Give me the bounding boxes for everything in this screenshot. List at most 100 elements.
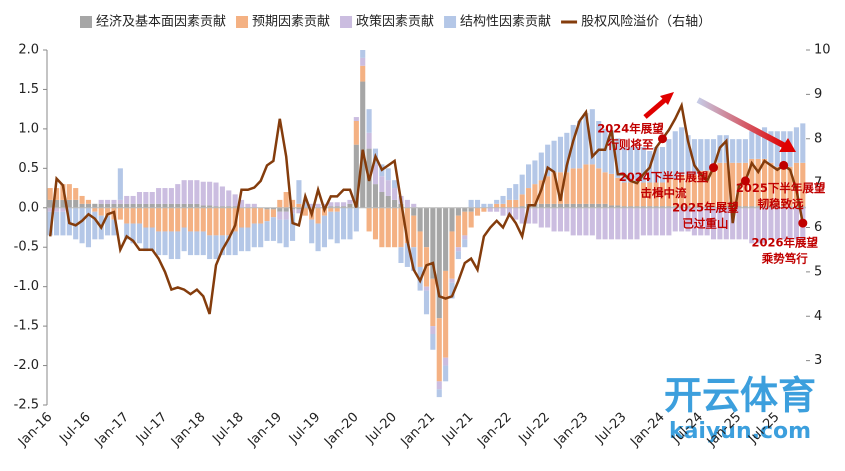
- bar-segment: [302, 207, 308, 216]
- bar-segment: [519, 194, 525, 207]
- bar-segment: [232, 206, 238, 208]
- bar-segment: [219, 235, 225, 256]
- bar-segment: [640, 182, 646, 207]
- bar-segment: [124, 223, 130, 240]
- bar-segment: [679, 207, 685, 232]
- x-tick-label: Jan-24: [627, 410, 668, 451]
- bar-segment: [411, 207, 417, 216]
- bar-segment: [602, 172, 608, 204]
- bar-segment: [647, 182, 653, 207]
- bar-segment: [149, 192, 155, 204]
- bar-segment: [162, 207, 168, 232]
- bar-segment: [283, 207, 289, 212]
- bar-segment: [411, 203, 417, 208]
- bar-segment: [596, 207, 602, 240]
- y2-tick-label: 3: [814, 353, 822, 368]
- y2-tick-label: 4: [814, 309, 822, 324]
- bar-segment: [557, 207, 563, 232]
- bar-segment: [385, 207, 391, 248]
- bar-segment: [583, 164, 589, 204]
- bar-segment: [634, 207, 640, 240]
- bar-segment: [347, 203, 353, 208]
- bar-segment: [557, 136, 563, 173]
- bar-segment: [411, 215, 417, 248]
- bar-segment: [761, 206, 768, 208]
- bar-segment: [73, 199, 79, 208]
- arrow-head: [660, 92, 674, 105]
- bar-segment: [468, 207, 474, 212]
- bar-segment: [698, 207, 704, 236]
- y-tick-label: -2.5: [14, 398, 39, 413]
- bar-segment: [474, 207, 481, 216]
- bar-segment: [755, 131, 761, 159]
- legend: 经济及基本面因素贡献 预期因素贡献 政策因素贡献 结构性因素贡献 股权风险溢价（右轴）: [80, 14, 711, 30]
- x-tick-label: Jan-18: [168, 410, 209, 451]
- bar-segment: [666, 139, 672, 179]
- bar-segment: [105, 207, 111, 216]
- bar-segment: [691, 206, 697, 208]
- bar-segment: [385, 168, 391, 181]
- y-tick-label: 1.0: [18, 121, 39, 136]
- bar-segment: [570, 168, 576, 204]
- bar-segment: [238, 199, 245, 208]
- bar-segment: [519, 206, 525, 208]
- bar-segment: [717, 207, 723, 240]
- bar-segment: [634, 206, 640, 208]
- bar-segment: [443, 207, 449, 271]
- annotation: 2024年展望: [597, 121, 664, 135]
- x-tick-label: Jul-23: [592, 410, 629, 447]
- bar-segment: [213, 182, 219, 207]
- bar-segment: [264, 209, 270, 222]
- bar-segment: [226, 235, 232, 256]
- bar-segment: [353, 117, 359, 121]
- bar-segment: [404, 207, 410, 244]
- bar-segment: [749, 158, 755, 207]
- bar-segment: [105, 203, 111, 208]
- bar-segment: [487, 207, 493, 212]
- bar-segment: [768, 162, 774, 207]
- bar-segment: [156, 188, 162, 204]
- bar-segment: [47, 211, 53, 236]
- bar-segment: [417, 231, 423, 267]
- bar-segment: [264, 221, 270, 241]
- bar-segment: [283, 219, 289, 248]
- x-tick-label: Jul-16: [56, 410, 93, 447]
- bar-segment: [187, 203, 194, 208]
- bar-segment: [608, 205, 615, 208]
- bar-segment: [392, 207, 398, 248]
- bar-segment: [302, 199, 308, 208]
- bar-segment: [538, 152, 544, 181]
- legend-label: 政策因素贡献: [356, 14, 434, 30]
- bar-segment: [379, 192, 385, 208]
- bar-segment: [462, 239, 468, 248]
- bar-segment: [105, 199, 111, 204]
- bar-segment: [672, 207, 678, 232]
- bar-segment: [175, 231, 181, 260]
- bar-segment: [353, 207, 359, 232]
- bar-segment: [200, 181, 206, 206]
- bar-segment: [774, 131, 780, 167]
- bar-segment: [666, 178, 672, 207]
- bar-segment: [704, 206, 710, 208]
- bar-segment: [430, 278, 436, 327]
- bar-segment: [717, 206, 723, 208]
- bar-segment: [136, 192, 143, 204]
- bar-segment: [462, 207, 468, 212]
- bar-segment: [423, 286, 430, 291]
- bar-segment: [392, 199, 398, 208]
- bar-segment: [200, 207, 206, 232]
- bar-segment: [538, 203, 544, 208]
- bar-segment: [596, 121, 602, 169]
- bar-segment: [175, 184, 181, 204]
- bar-segment: [685, 174, 691, 207]
- bar-segment: [736, 207, 742, 240]
- bar-segment: [781, 207, 787, 240]
- bar-segment: [787, 207, 793, 240]
- y-tick-label: -2.0: [14, 358, 39, 373]
- bar-segment: [513, 184, 519, 200]
- bar-segment: [672, 206, 678, 208]
- bar-segment: [615, 207, 621, 240]
- bar-segment: [168, 203, 174, 208]
- legend-label: 结构性因素贡献: [460, 15, 551, 30]
- bar-segment: [487, 203, 493, 208]
